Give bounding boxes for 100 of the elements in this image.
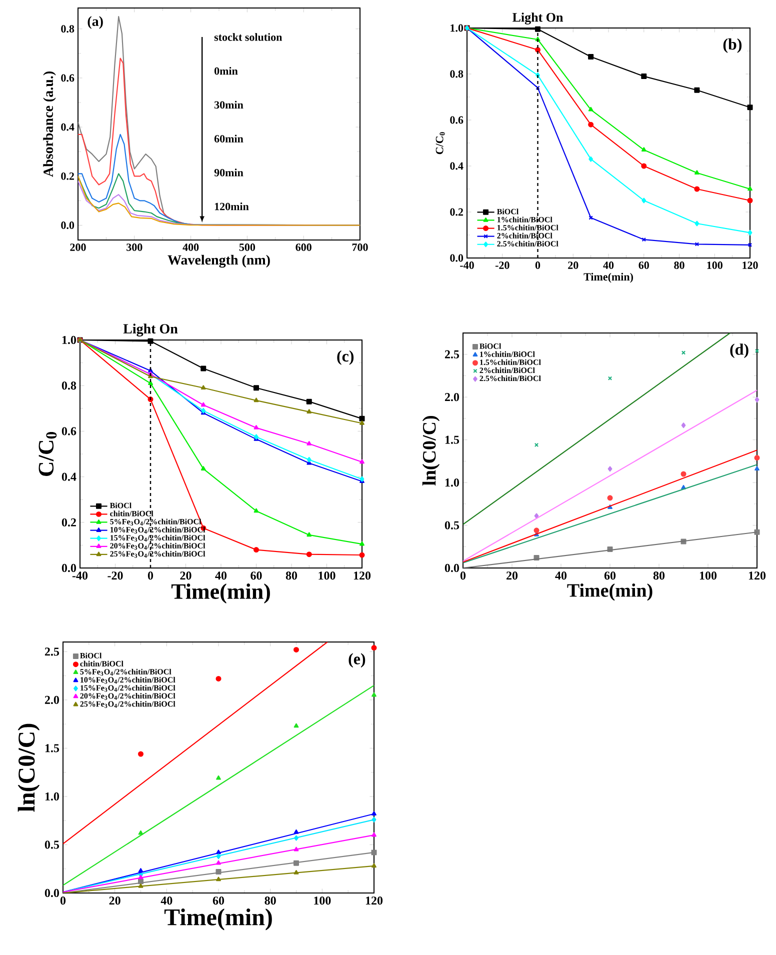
y-tick-label: 0.8	[61, 25, 74, 33]
y-tick-label: 0.2	[450, 208, 463, 216]
x-tick-label: 60	[638, 262, 649, 269]
ref-line-label: Light On	[123, 324, 178, 336]
x-tick-label: -20	[495, 262, 510, 269]
annotation: 0min	[214, 67, 238, 75]
y-tick-label: 1.0	[45, 792, 60, 801]
x-tick-label: 100	[700, 572, 717, 580]
legend-label: 5%Fe$_{3}$O$_{4}$/2%chitin/BiOCl	[80, 668, 172, 676]
legend-label: 1.5%chitin/BiOCl	[480, 359, 541, 366]
x-tick-label: 0	[460, 572, 466, 580]
annotation: (d)	[730, 344, 748, 358]
y-tick-label: 0.8	[62, 382, 76, 390]
y-tick-label: 1.5	[45, 744, 60, 752]
x-axis-title: Time(min)	[567, 584, 652, 601]
y-axis-title: C/C$_{0}$	[436, 132, 445, 154]
y-tick-label: 0.0	[61, 222, 74, 230]
x-tick-label: 60	[604, 572, 616, 580]
x-tick-label: 600	[296, 244, 312, 251]
y-tick-label: 0.5	[44, 840, 60, 849]
x-tick-label: 100	[314, 896, 331, 905]
legend-label: BiOCl	[80, 652, 102, 658]
x-tick-label: 0	[148, 572, 154, 580]
x-tick-label: 80	[286, 572, 298, 580]
y-tick-label: 0.0	[450, 254, 464, 262]
x-tick-label: -20	[108, 572, 123, 580]
x-tick-label: 80	[674, 262, 684, 269]
x-tick-label: 300	[126, 244, 142, 251]
y-tick-label: 0.5	[444, 521, 460, 530]
x-tick-label: 0	[535, 262, 540, 269]
legend-label: 2%chitin/BiOCl	[480, 367, 535, 374]
y-tick-label: 0.4	[62, 472, 76, 481]
x-tick-label: 200	[70, 244, 86, 251]
y-tick-label: 1.0	[445, 478, 460, 487]
x-axis-title: Time(min)	[171, 584, 270, 604]
x-tick-label: -40	[460, 262, 474, 269]
y-tick-label: 0.6	[61, 74, 74, 82]
annotation: (c)	[337, 350, 354, 365]
x-tick-label: 20	[109, 896, 120, 905]
annotation: (b)	[723, 38, 742, 53]
legend-label: BiOCl	[110, 502, 132, 508]
y-axis-title: ln(C0/C)	[18, 724, 40, 812]
y-tick-label: 1.5	[445, 436, 460, 444]
annotation: (e)	[348, 653, 366, 668]
y-tick-label: 1.0	[62, 336, 76, 344]
x-tick-label: 20	[180, 572, 192, 580]
x-tick-label: 80	[653, 572, 665, 580]
legend-label: chitin/BiOCl	[110, 510, 154, 516]
x-axis-title: Wavelength (nm)	[168, 254, 270, 268]
legend-label: 2.5%chitin/BiOCl	[497, 240, 558, 247]
y-tick-label: 0.6	[450, 116, 464, 124]
y-tick-label: 0.2	[62, 518, 76, 526]
y-axis-title: ln(C0/C)	[422, 416, 440, 486]
x-tick-label: 100	[707, 262, 722, 269]
x-tick-label: -40	[72, 572, 88, 580]
x-tick-label: 400	[182, 244, 199, 251]
x-tick-label: 120	[366, 896, 383, 905]
y-tick-label: 0.2	[61, 172, 74, 180]
x-tick-label: 80	[264, 896, 276, 905]
legend-label: 1%chitin/BiOCl	[480, 351, 535, 357]
y-tick-label: 0.4	[450, 162, 464, 170]
x-tick-label: 20	[506, 572, 518, 580]
legend-label: 20%Fe$_{3}$O$_{4}$/2%chitin/BiOCl	[110, 542, 206, 550]
y-tick-label: 0.6	[62, 427, 76, 436]
annotation: 30min	[214, 100, 244, 109]
y-tick-label: 1.0	[450, 24, 464, 32]
x-tick-label: 40	[603, 262, 614, 269]
legend-label: 25%Fe$_{3}$O$_{4}$/2%chitin/BiOCl	[80, 701, 176, 708]
x-tick-label: 500	[239, 244, 256, 251]
y-tick-label: 0.8	[450, 70, 464, 78]
legend-label: 20%Fe$_{3}$O$_{4}$/2%chitin/BiOCl	[80, 692, 176, 700]
legend-label: 15%Fe$_{3}$O$_{4}$/2%chitin/BiOCl	[110, 534, 206, 542]
y-tick-label: 0.0	[44, 888, 60, 898]
x-axis-title: Time(min)	[164, 908, 272, 930]
ref-line-label: Light On	[512, 12, 564, 24]
legend-label: 15%Fe$_{3}$O$_{4}$/2%chitin/BiOCl	[80, 684, 176, 692]
y-tick-label: 0.0	[444, 564, 460, 572]
x-tick-label: 60	[212, 896, 224, 905]
legend-label: 2.5%chitin/BiOCl	[480, 375, 541, 382]
y-axis-title: C/C$_{0}$	[38, 432, 57, 476]
annotation: 90min	[214, 168, 244, 176]
y-tick-label: 2.0	[44, 696, 60, 704]
y-tick-label: 2.5	[444, 350, 460, 358]
legend-label: 2%chitin/BiOCl	[497, 232, 552, 238]
legend-label: BiOCl	[480, 343, 502, 349]
annotation: 120min	[214, 202, 249, 210]
y-tick-label: 0.0	[62, 564, 76, 572]
annotation: (a)	[88, 16, 103, 29]
x-tick-label: 40	[160, 896, 172, 905]
x-tick-label: 40	[215, 572, 227, 580]
legend-label: BiOCl	[496, 208, 519, 214]
y-tick-label: 0.4	[61, 123, 74, 131]
x-tick-label: 120	[748, 572, 766, 580]
x-axis-title: Time(min)	[584, 272, 633, 283]
y-tick-label: 2.0	[444, 393, 460, 402]
x-tick-label: 120	[742, 262, 758, 269]
legend-label: 1.5%chitin/BiOCl	[498, 224, 558, 230]
x-tick-label: 0	[60, 896, 66, 905]
x-tick-label: 700	[352, 244, 368, 251]
legend-label: 25%Fe$_{3}$O$_{4}$/2%chitin/BiOCl	[110, 550, 206, 558]
